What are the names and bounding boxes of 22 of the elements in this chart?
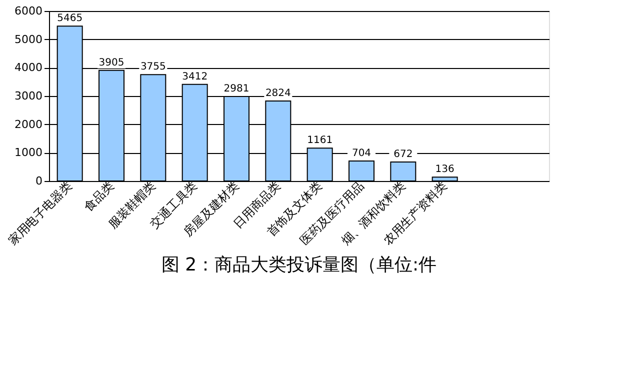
bar bbox=[432, 176, 458, 182]
data-label: 5465 bbox=[57, 13, 83, 24]
y-tick-label: 4000 bbox=[14, 61, 42, 74]
y-tick-label: 2000 bbox=[14, 118, 42, 131]
y-tick-label: 3000 bbox=[14, 90, 42, 102]
bar bbox=[390, 161, 416, 182]
bar bbox=[348, 160, 374, 182]
data-label: 672 bbox=[394, 148, 413, 160]
data-label: 2824 bbox=[265, 88, 291, 99]
data-label: 2981 bbox=[224, 84, 250, 95]
data-label: 3412 bbox=[182, 71, 208, 82]
data-label: 3905 bbox=[98, 57, 124, 68]
y-tick-label: 6000 bbox=[14, 4, 42, 18]
data-label: 3755 bbox=[140, 62, 166, 73]
y-tick-label: 1000 bbox=[14, 146, 42, 160]
data-label: 1161 bbox=[307, 135, 333, 146]
y-tick-label: 0 bbox=[36, 174, 42, 188]
text: 图 2：商品大类投诉量图（单位:件 bbox=[161, 254, 437, 276]
data-label: 704 bbox=[352, 148, 372, 160]
y-tick-label: 5000 bbox=[14, 32, 42, 46]
data-label: 136 bbox=[435, 164, 454, 176]
x-tick-label: 食品类 bbox=[81, 178, 116, 214]
